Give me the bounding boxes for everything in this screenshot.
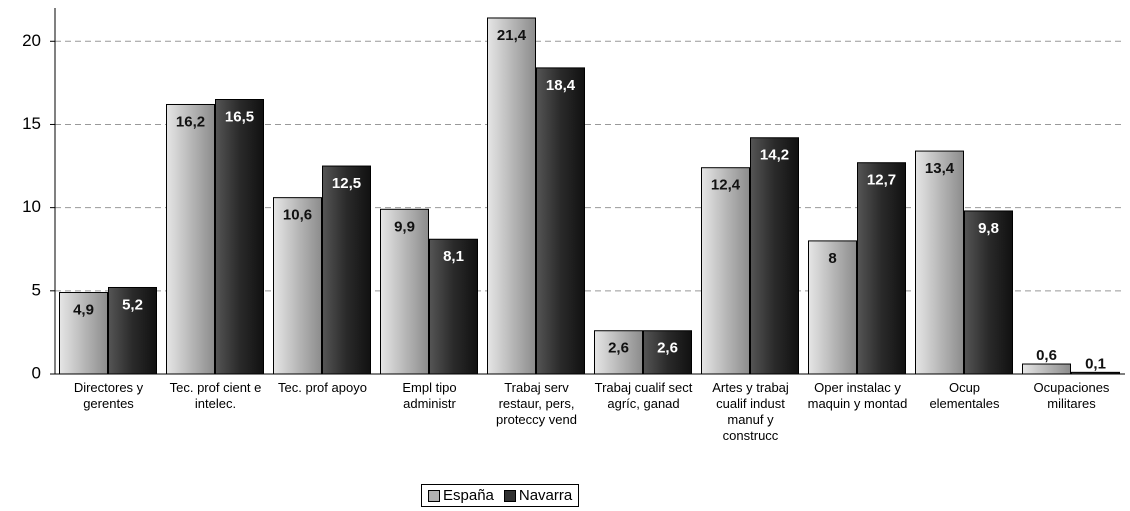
- bar: [59, 291, 108, 375]
- x-tick-label: Oper instalac y maquin y montad: [807, 380, 908, 411]
- bar: [322, 165, 371, 375]
- legend-label: España: [443, 487, 494, 504]
- data-label: 2,6: [657, 340, 678, 357]
- bar: [594, 330, 643, 375]
- data-label: 9,9: [394, 218, 415, 235]
- data-label: 0,1: [1085, 355, 1106, 372]
- data-label: 9,8: [978, 220, 999, 237]
- data-label: 8: [828, 250, 836, 267]
- data-label: 14,2: [760, 147, 789, 164]
- bar: [915, 150, 964, 375]
- data-label: 21,4: [497, 27, 527, 44]
- data-label: 4,9: [73, 301, 94, 318]
- data-label: 2,6: [608, 340, 629, 357]
- legend-swatch: [428, 489, 440, 502]
- x-tick-label: Tec. prof cient e intelec.: [169, 380, 262, 411]
- x-tick-label: Ocup elementales: [929, 380, 1000, 411]
- legend-item: Navarra: [503, 487, 573, 504]
- bar: [429, 238, 478, 375]
- data-label: 5,2: [122, 296, 143, 313]
- bar: [380, 208, 429, 375]
- bar: [215, 99, 264, 375]
- data-label: 18,4: [546, 77, 576, 94]
- y-tick-label: 0: [32, 363, 41, 382]
- bar: [1022, 363, 1071, 375]
- data-label: 12,4: [711, 177, 741, 194]
- legend: España Navarra: [421, 484, 580, 507]
- data-label: 10,6: [283, 207, 312, 224]
- x-tick-label: Ocupaciones militares: [1033, 380, 1110, 411]
- bar: [487, 17, 536, 375]
- y-tick-label: 5: [32, 280, 41, 299]
- x-tick-label: Empl tipo administr: [402, 380, 457, 411]
- legend-swatch: [503, 489, 516, 502]
- data-label: 16,2: [176, 113, 205, 130]
- x-tick-label: Trabaj serv restaur, pers, proteccy vend: [496, 380, 577, 427]
- bar: [108, 286, 157, 375]
- bar: [536, 67, 585, 375]
- data-label: 0,6: [1036, 347, 1057, 364]
- bar: [964, 210, 1013, 375]
- data-label: 16,5: [225, 108, 254, 125]
- y-tick-label: 15: [22, 114, 41, 133]
- legend-item: España: [428, 487, 494, 504]
- data-label: 12,7: [867, 172, 896, 189]
- legend-label: Navarra: [518, 487, 573, 504]
- bar: [273, 197, 322, 375]
- y-tick-label: 20: [22, 31, 41, 50]
- bar: [857, 162, 906, 375]
- data-label: 12,5: [332, 175, 361, 192]
- bar: [750, 137, 799, 375]
- x-tick-label: Trabaj cualif sect agríc, ganad: [594, 380, 693, 411]
- data-label: 8,1: [443, 248, 464, 265]
- x-tick-label: Directores y gerentes: [73, 380, 144, 411]
- y-tick-label: 10: [22, 197, 41, 216]
- x-tick-label: Artes y trabaj cualif indust manuf y con…: [712, 380, 789, 443]
- data-label: 13,4: [925, 160, 955, 177]
- bar: [701, 167, 750, 375]
- bar: [166, 103, 215, 375]
- x-tick-label: Tec. prof apoyo: [278, 380, 367, 395]
